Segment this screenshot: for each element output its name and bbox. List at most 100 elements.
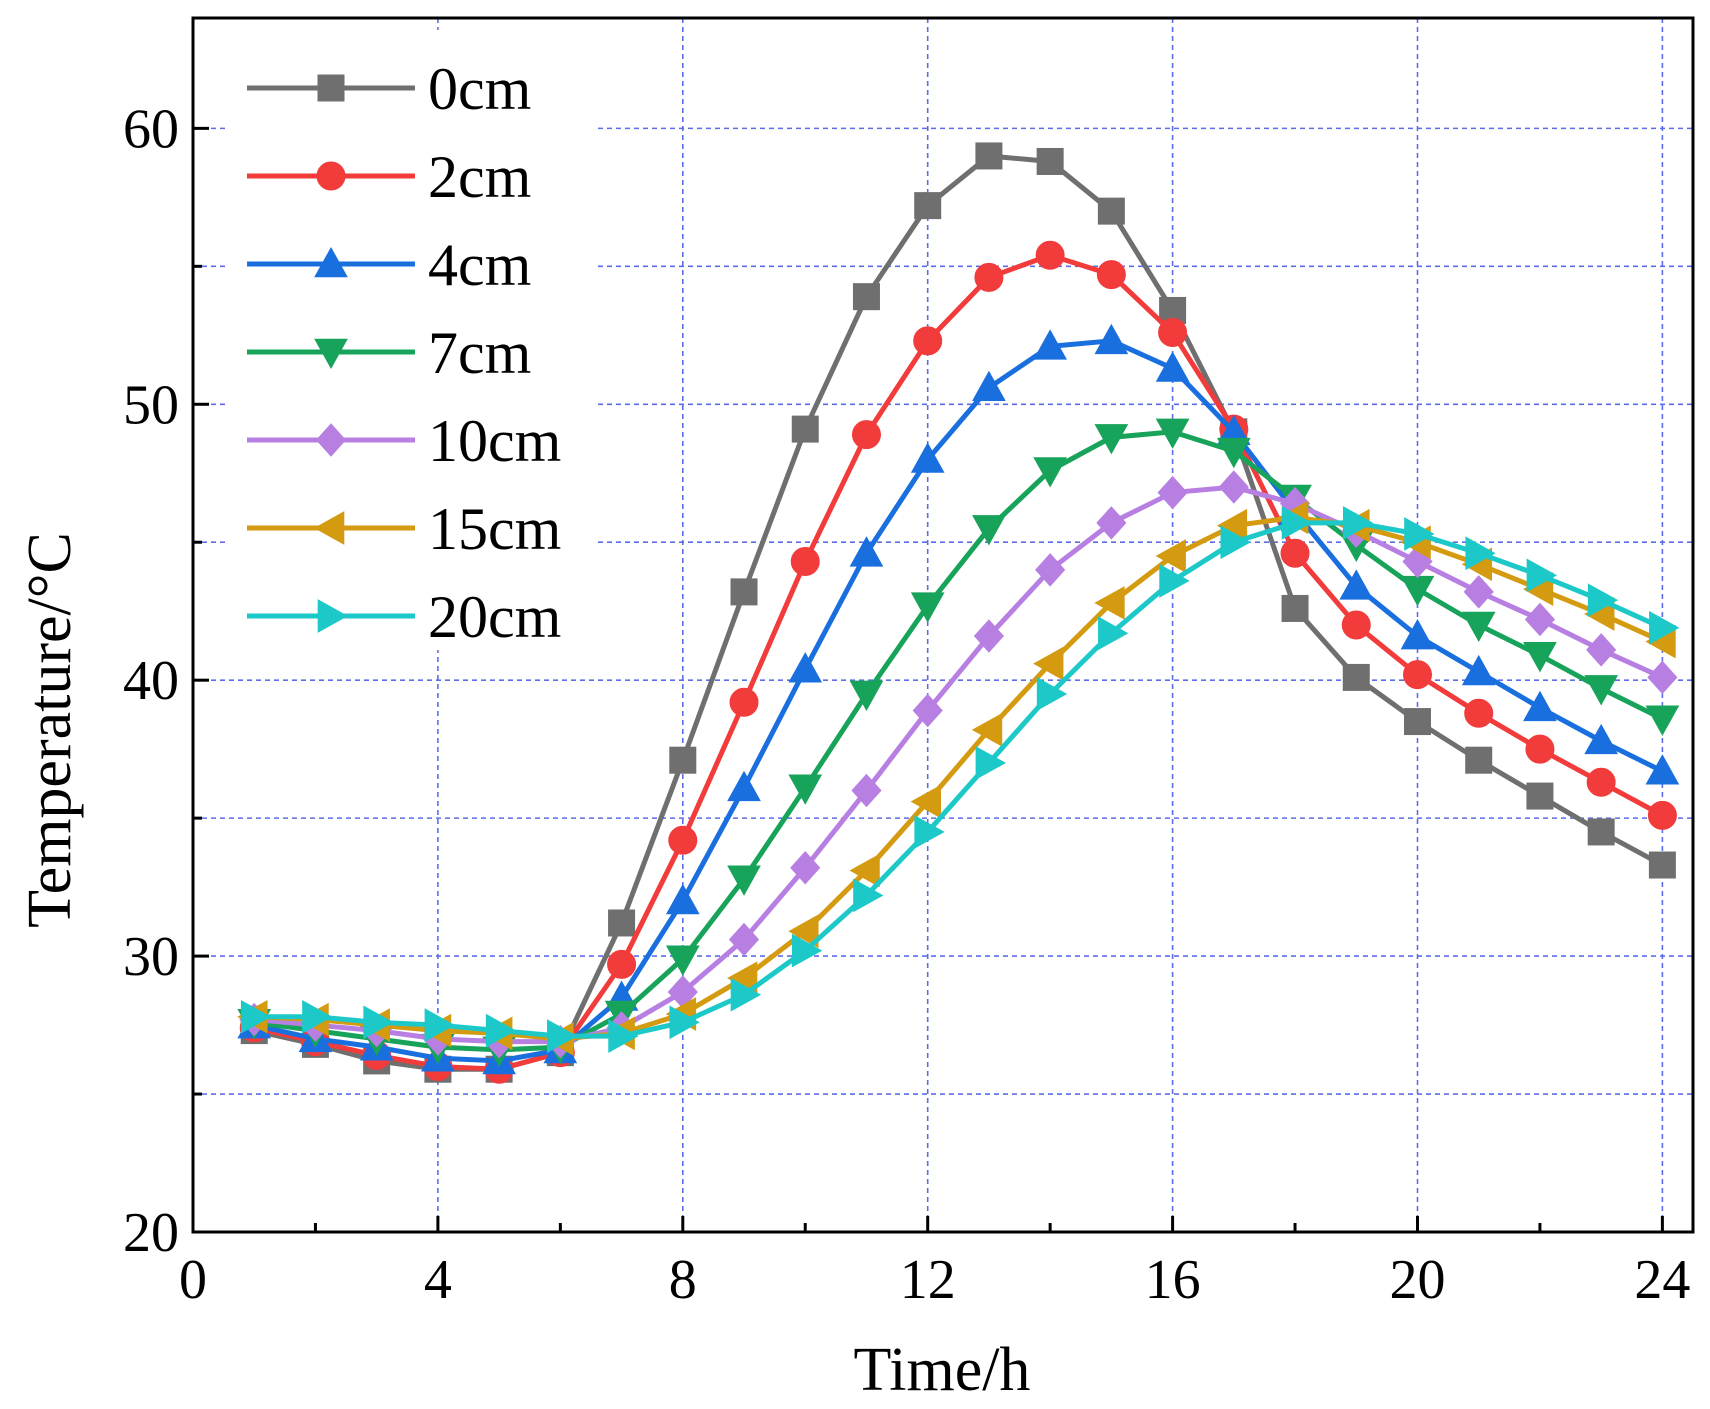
data-point-10cm [1218,470,1249,504]
data-point-15cm [971,712,1003,747]
data-point-10cm [1035,553,1066,587]
data-point-0cm [852,283,880,311]
data-point-2cm [851,420,881,450]
data-point-0cm [1097,197,1125,225]
data-point-0cm [608,909,636,937]
x-axis-title: Time/h [854,1336,1031,1404]
data-point-2cm [913,326,943,356]
x-tick-label: 20 [1389,1249,1445,1311]
data-point-2cm [1280,538,1310,568]
y-tick-label: 60 [123,98,179,160]
data-point-20cm [730,977,762,1012]
data-point-7cm [727,865,761,896]
data-point-7cm [1216,437,1251,469]
legend-label: 2cm [428,144,531,210]
data-point-15cm [1033,646,1064,681]
legend-marker [314,246,348,278]
data-point-10cm [973,619,1004,653]
data-point-4cm [1645,754,1680,785]
data-point-7cm [972,515,1006,546]
legend-marker [316,161,346,191]
legend-label: 7cm [428,320,531,386]
data-point-10cm [1524,602,1556,637]
data-point-4cm [788,652,823,683]
data-point-20cm [240,999,272,1034]
data-point-2cm [1525,734,1555,764]
data-point-2cm [1402,660,1432,690]
data-point-0cm [730,578,758,606]
data-point-20cm [914,815,945,849]
legend-label: 20cm [428,584,561,650]
data-point-4cm [910,442,945,473]
legend-marker [317,74,345,102]
data-point-2cm [974,262,1004,292]
legend-marker [313,511,345,545]
y-tick-label: 40 [123,650,179,712]
legend-label: 15cm [428,496,561,562]
data-point-10cm [1096,506,1127,540]
data-point-2cm [1464,698,1494,728]
data-point-7cm [849,680,884,712]
data-point-20cm [669,1005,700,1040]
legend-label: 4cm [428,232,531,298]
data-point-15cm [788,914,819,949]
y-tick-label: 30 [123,926,179,988]
data-point-20cm [1342,506,1374,540]
data-point-0cm [1648,851,1676,879]
data-point-4cm [1400,619,1435,650]
legend-label: 10cm [428,408,561,474]
data-point-7cm [910,592,945,623]
data-point-20cm [1526,558,1557,593]
legend-item-4cm: 4cm [247,232,531,298]
data-point-15cm [910,784,941,819]
legend-marker [314,338,348,370]
data-point-20cm [608,1019,639,1053]
data-point-20cm [1404,517,1435,551]
data-point-0cm [1465,746,1493,774]
data-point-20cm [975,746,1006,780]
data-point-0cm [1036,147,1064,175]
legend-item-20cm: 20cm [247,584,561,650]
x-tick-label: 0 [179,1249,207,1311]
data-point-4cm [1033,329,1067,360]
data-point-4cm [1094,323,1129,355]
data-point-20cm [1281,506,1313,540]
series-20cm [240,506,1680,1053]
data-point-4cm [972,370,1006,402]
legend-background [228,30,598,650]
x-tick-label: 8 [669,1249,697,1311]
data-point-20cm [1159,564,1190,598]
series-layer [237,142,1680,1084]
data-point-15cm [1155,539,1186,573]
data-point-0cm [1403,708,1431,736]
data-point-10cm [790,851,821,885]
data-point-20cm [363,1005,394,1040]
data-point-2cm [1158,318,1188,348]
data-point-20cm [302,999,333,1034]
data-point-4cm [1461,654,1496,686]
data-point-15cm [849,853,880,888]
data-point-20cm [1036,677,1068,711]
axes: 0 4 8 12 16 20 24 20 30 40 50 60 [123,16,1695,1311]
data-point-4cm [727,770,761,802]
data-point-10cm [1586,633,1617,667]
data-point-0cm [669,746,697,774]
data-point-2cm [1341,610,1371,640]
data-point-20cm [547,1019,578,1053]
legend-item-2cm: 2cm [247,144,531,210]
data-point-0cm [1342,663,1370,691]
data-point-20cm [1587,583,1619,618]
data-point-7cm [1400,575,1435,607]
data-point-7cm [1584,675,1619,706]
data-point-20cm [853,878,884,913]
y-tick-label: 20 [123,1202,179,1264]
data-point-2cm [668,825,698,855]
data-point-0cm [1281,594,1309,622]
data-point-0cm [914,192,942,220]
data-point-10cm [1647,660,1678,695]
data-point-0cm [975,142,1003,170]
data-point-10cm [851,773,882,808]
legend-item-0cm: 0cm [247,56,531,122]
data-point-4cm [849,536,884,567]
data-point-2cm [607,949,637,979]
